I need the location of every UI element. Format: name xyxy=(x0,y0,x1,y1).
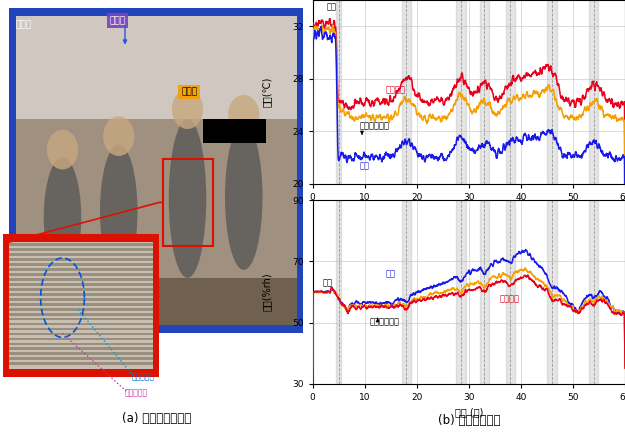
Bar xyxy=(456,200,466,384)
Ellipse shape xyxy=(44,157,81,278)
Bar xyxy=(9,303,153,306)
Bar xyxy=(16,16,297,119)
Bar xyxy=(9,278,153,281)
Bar xyxy=(9,313,153,316)
Bar xyxy=(9,343,153,345)
Bar xyxy=(9,293,153,296)
Circle shape xyxy=(228,95,259,135)
Text: 車体中央: 車体中央 xyxy=(500,294,520,303)
Bar xyxy=(456,0,466,184)
X-axis label: 時間(分): 時間(分) xyxy=(456,207,481,217)
Bar xyxy=(9,268,153,271)
Bar xyxy=(9,263,153,266)
Ellipse shape xyxy=(100,145,138,278)
Y-axis label: 温度(℃): 温度(℃) xyxy=(262,77,272,107)
Bar xyxy=(162,159,212,246)
Bar xyxy=(402,200,411,384)
Bar xyxy=(9,318,153,321)
Bar xyxy=(9,348,153,350)
Bar xyxy=(9,8,303,333)
Text: 車体中央: 車体中央 xyxy=(386,85,406,94)
Ellipse shape xyxy=(225,124,262,270)
Circle shape xyxy=(47,130,78,169)
Bar xyxy=(548,200,557,384)
Text: 測定者: 測定者 xyxy=(109,16,126,25)
Bar xyxy=(3,234,159,377)
Bar xyxy=(9,253,153,256)
Bar xyxy=(16,16,297,325)
Bar xyxy=(9,357,153,360)
Bar xyxy=(9,333,153,335)
Text: 測定者: 測定者 xyxy=(181,87,198,96)
Ellipse shape xyxy=(169,119,206,278)
Bar xyxy=(9,337,153,340)
Y-axis label: 湿度(%rh): 湿度(%rh) xyxy=(262,273,272,311)
Text: 測定者: 測定者 xyxy=(16,20,32,29)
Bar xyxy=(9,283,153,286)
Circle shape xyxy=(103,116,134,156)
Circle shape xyxy=(172,89,203,129)
Text: 車端: 車端 xyxy=(386,269,396,279)
Bar xyxy=(9,248,153,251)
Text: 車端－中央間: 車端－中央間 xyxy=(359,122,389,131)
Bar xyxy=(16,278,297,325)
Bar xyxy=(506,200,515,384)
Bar xyxy=(480,200,489,384)
Bar xyxy=(589,0,599,184)
Bar xyxy=(9,308,153,310)
X-axis label: 時間 (分): 時間 (分) xyxy=(454,407,483,418)
Bar xyxy=(9,273,153,276)
Text: (a) 測定調査の様子: (a) 測定調査の様子 xyxy=(122,412,191,426)
Bar xyxy=(336,200,341,384)
Bar xyxy=(480,0,489,184)
Text: 車端－中央間: 車端－中央間 xyxy=(370,317,400,326)
Bar xyxy=(9,258,153,261)
Text: 湿度センサ: 湿度センサ xyxy=(131,372,154,381)
Bar xyxy=(402,0,411,184)
Bar xyxy=(506,0,515,184)
Bar xyxy=(9,288,153,291)
Text: 乗車: 乗車 xyxy=(327,3,337,11)
Bar xyxy=(9,363,153,365)
Text: 乗車: 乗車 xyxy=(323,279,333,288)
Bar xyxy=(9,242,153,369)
Bar xyxy=(203,119,266,143)
Bar xyxy=(9,328,153,330)
Text: 温度センサ: 温度センサ xyxy=(125,388,148,397)
Bar xyxy=(548,0,557,184)
Bar xyxy=(336,0,341,184)
Bar xyxy=(9,352,153,355)
Text: 車端: 車端 xyxy=(359,161,369,170)
Text: (b) 測定結果の例: (b) 測定結果の例 xyxy=(438,414,500,427)
Bar xyxy=(589,200,599,384)
Bar xyxy=(9,323,153,325)
Bar xyxy=(9,298,153,301)
Bar xyxy=(9,243,153,246)
